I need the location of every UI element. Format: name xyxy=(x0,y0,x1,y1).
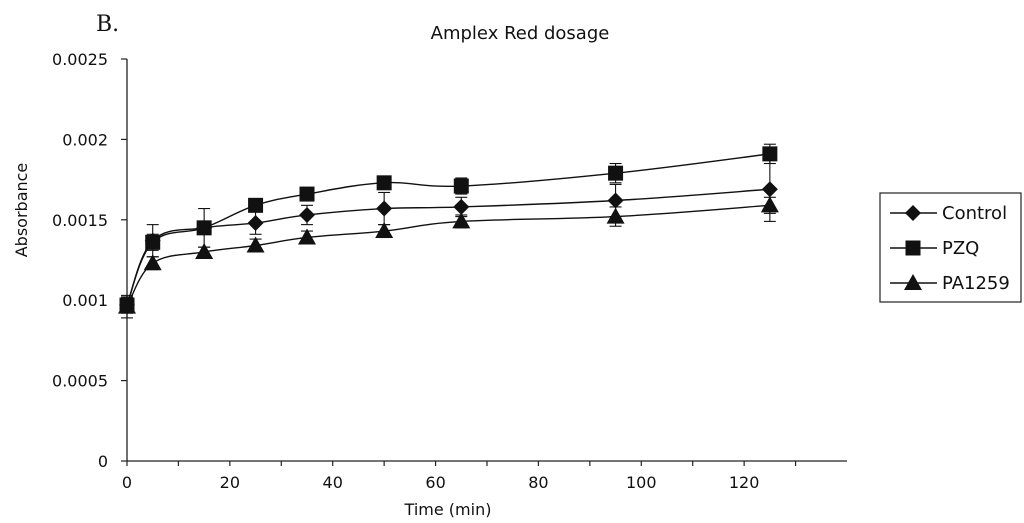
series-pa1259 xyxy=(118,196,779,319)
line-pzq xyxy=(126,153,770,306)
legend-label-pzq: PZQ xyxy=(942,238,979,259)
x-axis-label: Time (min) xyxy=(404,500,492,519)
legend-marker-pa1259 xyxy=(904,274,922,290)
y-tick-label: 0.0025 xyxy=(52,50,108,69)
series-layer xyxy=(118,143,779,319)
x-tick-label: 80 xyxy=(528,473,548,492)
panel-label: B. xyxy=(96,12,119,37)
legend-marker-pzq xyxy=(905,240,921,256)
line-control xyxy=(126,188,770,306)
point-pa1259 xyxy=(195,242,214,259)
y-ticks: 0 0.0005 0.001 0.0015 0.002 0.0025 xyxy=(52,50,127,471)
y-tick-label: 0.0005 xyxy=(52,372,108,391)
point-pa1259 xyxy=(143,254,162,271)
point-control xyxy=(299,206,315,223)
point-pa1259 xyxy=(375,222,394,239)
point-pzq xyxy=(196,220,212,236)
point-pzq xyxy=(248,197,264,213)
point-pa1259 xyxy=(760,196,779,213)
series-control xyxy=(119,156,778,314)
x-tick-label: 0 xyxy=(122,473,132,492)
x-tick-label: 40 xyxy=(323,473,343,492)
point-pa1259 xyxy=(298,228,316,245)
legend-item-pzq: PZQ xyxy=(890,238,979,259)
point-pa1259 xyxy=(452,212,471,229)
line-pa1259 xyxy=(126,204,770,307)
point-control xyxy=(607,192,624,209)
legend-label-control: Control xyxy=(942,203,1007,224)
point-control xyxy=(376,200,393,217)
point-control xyxy=(761,181,778,198)
point-pa1259 xyxy=(246,236,265,253)
point-pzq xyxy=(145,234,161,250)
x-tick-label: 100 xyxy=(626,473,657,492)
y-tick-label: 0.001 xyxy=(62,291,108,310)
point-control xyxy=(247,215,264,232)
point-pa1259 xyxy=(118,297,136,314)
axes xyxy=(126,59,847,462)
point-control xyxy=(453,198,470,215)
x-ticks: 0 20 40 60 80 100 120 xyxy=(122,461,797,492)
point-pzq xyxy=(299,186,315,202)
x-tick-label: 120 xyxy=(729,473,760,492)
point-pzq xyxy=(376,175,392,191)
legend: Control PZQ PA1259 xyxy=(879,192,1022,303)
legend-item-control: Control xyxy=(890,203,1007,224)
x-tick-label: 60 xyxy=(425,473,445,492)
y-tick-label: 0.002 xyxy=(62,130,108,149)
point-pzq xyxy=(608,165,624,181)
y-tick-label: 0 xyxy=(98,452,108,471)
legend-label-pa1259: PA1259 xyxy=(942,273,1010,294)
point-pzq xyxy=(453,178,469,194)
y-axis-label: Absorbance xyxy=(12,163,31,258)
legend-item-pa1259: PA1259 xyxy=(890,273,1010,294)
x-tick-label: 20 xyxy=(220,473,240,492)
series-pzq xyxy=(119,143,778,314)
point-pzq xyxy=(762,146,778,162)
y-tick-label: 0.0015 xyxy=(52,211,108,230)
point-pa1259 xyxy=(606,207,625,224)
chart-title: Amplex Red dosage xyxy=(431,23,610,44)
legend-marker-control xyxy=(905,205,921,221)
